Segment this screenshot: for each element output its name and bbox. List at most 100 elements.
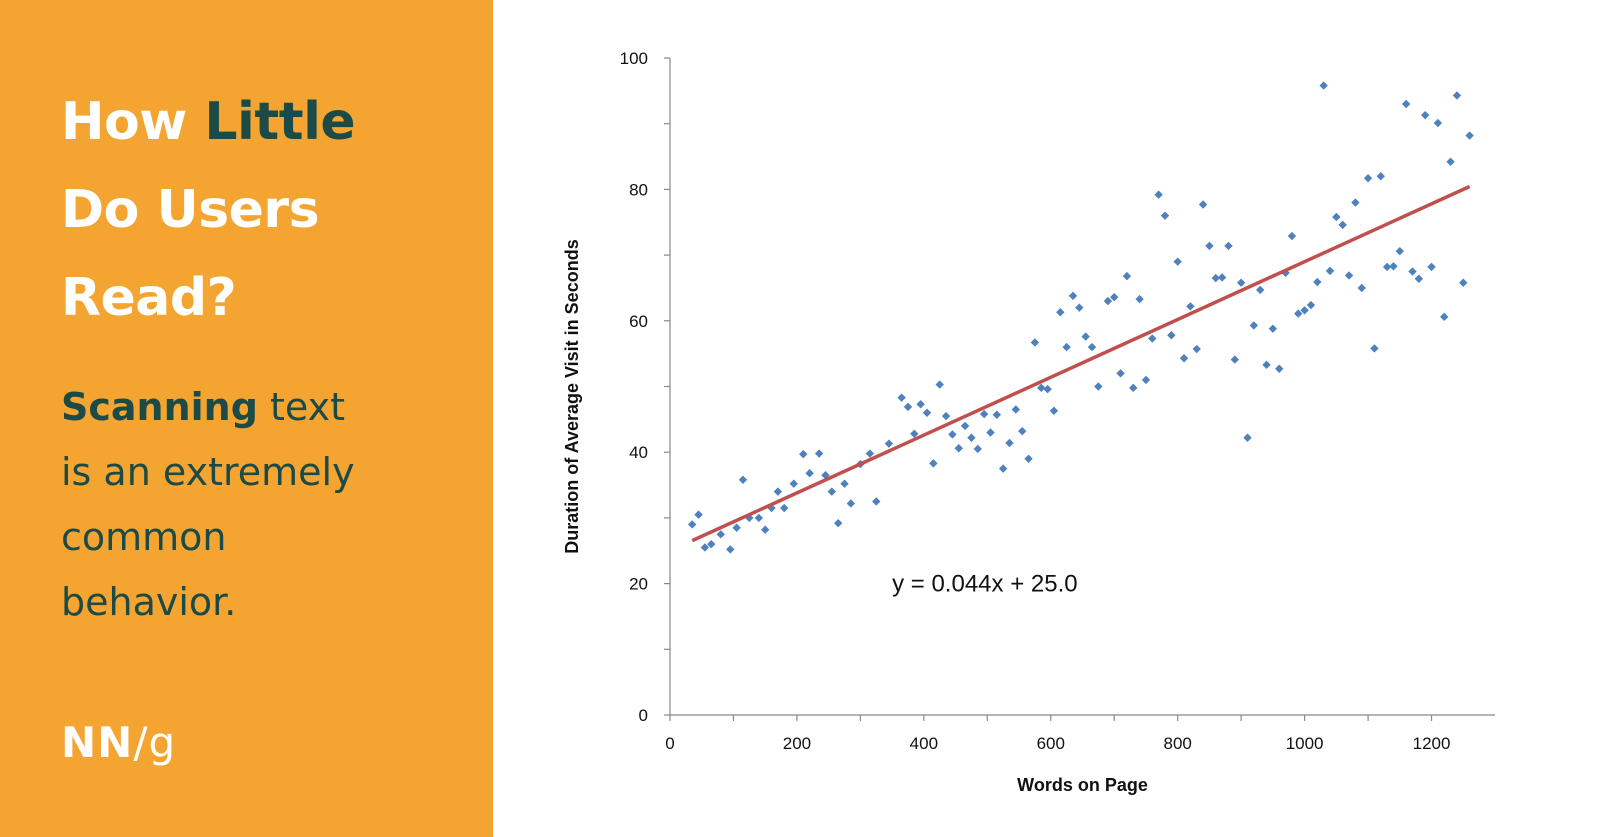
chart-axes <box>669 58 1495 716</box>
data-point <box>1440 312 1449 322</box>
data-point <box>1011 405 1021 414</box>
data-point <box>833 518 843 528</box>
subtitle-strong-word: Scanning <box>61 385 258 429</box>
data-point <box>1075 303 1084 312</box>
data-point <box>1344 271 1354 280</box>
logo-nn: NN <box>61 718 134 767</box>
data-point <box>1306 300 1316 310</box>
data-point <box>694 510 703 519</box>
data-point <box>941 411 951 421</box>
data-point <box>1408 267 1417 276</box>
data-point <box>1081 332 1090 341</box>
data-point <box>979 409 989 419</box>
headline: How Little Do Users Read? <box>61 78 356 342</box>
data-point <box>1376 172 1385 181</box>
data-point <box>884 439 894 448</box>
y-tick-label: 80 <box>629 180 648 199</box>
data-point <box>1043 384 1052 394</box>
data-point <box>1186 302 1195 311</box>
x-tick-label: 400 <box>910 734 938 753</box>
headline-prefix: How <box>61 92 205 152</box>
data-point <box>1179 354 1189 363</box>
data-point <box>1062 342 1071 352</box>
data-point <box>1287 231 1297 241</box>
data-point <box>1049 406 1059 416</box>
data-point <box>1110 292 1119 302</box>
data-point <box>1313 277 1322 287</box>
data-point <box>1192 344 1201 354</box>
data-point <box>1255 285 1265 295</box>
data-point <box>1459 278 1468 287</box>
trendline <box>691 184 1471 543</box>
y-tick-label: 60 <box>629 312 648 331</box>
data-point <box>1129 383 1138 393</box>
data-point <box>1351 198 1360 207</box>
headline-line-2: Do Users <box>61 180 320 240</box>
data-point <box>1338 220 1347 230</box>
y-tick-label: 0 <box>639 706 648 725</box>
data-point <box>1325 266 1335 276</box>
data-point <box>1414 274 1424 283</box>
data-point <box>738 475 748 484</box>
data-point <box>773 487 783 496</box>
data-point <box>726 545 735 554</box>
y-axis-title: Duration of Average Visit in Seconds <box>562 239 582 553</box>
data-point <box>948 430 957 439</box>
x-tick-label: 200 <box>783 734 811 753</box>
data-point <box>745 513 754 523</box>
data-point <box>1154 190 1163 199</box>
x-tick-label: 1000 <box>1286 734 1324 753</box>
data-point <box>1160 211 1170 220</box>
data-point <box>1332 212 1341 222</box>
data-point <box>897 393 906 402</box>
data-point <box>1433 118 1443 128</box>
data-point <box>1382 262 1392 272</box>
data-point <box>1056 308 1065 317</box>
data-point <box>1116 369 1125 378</box>
data-point <box>1198 200 1208 209</box>
data-point <box>707 539 716 549</box>
x-tick-label: 0 <box>665 734 674 753</box>
headline-accent-word: Little <box>204 92 356 152</box>
data-point <box>1294 309 1303 318</box>
data-point <box>992 410 1002 419</box>
data-point <box>1319 81 1328 90</box>
data-point <box>1395 246 1405 256</box>
data-point <box>1030 338 1040 347</box>
data-point <box>1389 262 1398 271</box>
data-point <box>1103 296 1113 306</box>
data-point <box>973 444 982 454</box>
data-point <box>954 444 963 453</box>
nng-logo: NN/g <box>61 718 176 767</box>
data-point <box>935 380 944 389</box>
data-point <box>1005 438 1014 448</box>
data-point <box>1135 294 1144 304</box>
subtitle-line-2: is an extremely <box>61 450 355 494</box>
logo-g: g <box>148 718 177 767</box>
data-point <box>1148 334 1157 343</box>
data-point <box>805 469 814 478</box>
data-point <box>1275 364 1284 373</box>
data-point <box>1230 355 1240 364</box>
data-point <box>1018 426 1027 436</box>
data-point <box>916 400 925 409</box>
data-point <box>1357 283 1366 293</box>
data-point <box>1068 291 1078 301</box>
data-point <box>1037 383 1046 393</box>
x-tick-label: 800 <box>1164 734 1192 753</box>
logo-slash: / <box>133 718 149 767</box>
data-point <box>760 525 770 534</box>
data-point <box>780 503 789 513</box>
headline-line-3: Read? <box>61 268 237 328</box>
data-point <box>903 402 913 412</box>
data-point <box>922 408 932 417</box>
x-tick-label: 1200 <box>1413 734 1451 753</box>
data-point <box>1446 157 1455 167</box>
data-point <box>960 421 970 431</box>
data-point <box>1401 99 1411 109</box>
subtitle-line-1-rest: text <box>257 385 345 429</box>
data-point <box>1211 273 1220 283</box>
data-point <box>814 449 824 458</box>
